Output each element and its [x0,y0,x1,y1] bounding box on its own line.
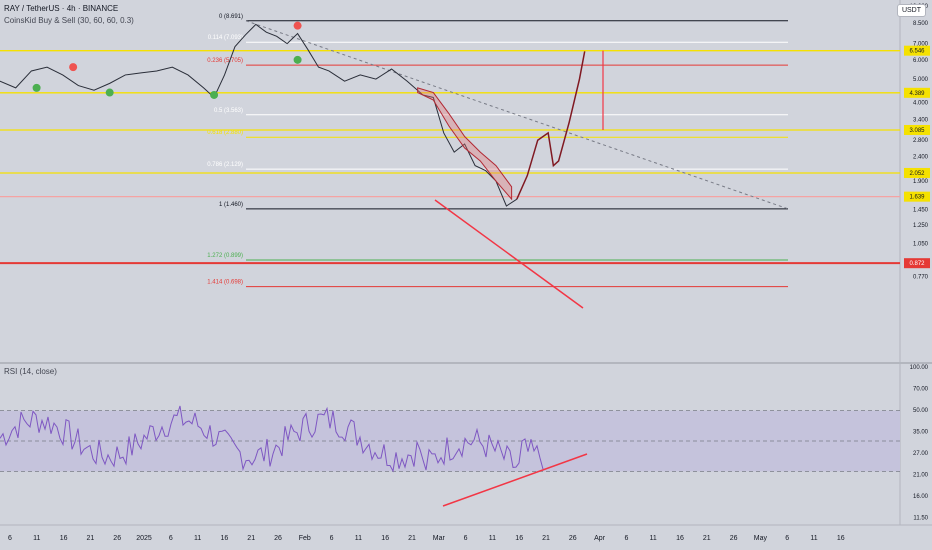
rsi-axis-label-7: 11.50 [913,516,928,522]
fib-label-4: 0.618 (2.880) [207,130,243,136]
time-axis-label-11: Feb [299,535,311,542]
time-axis-label-2: 16 [60,535,68,542]
price-flag-text-3: 2.052 [909,171,925,177]
price-axis-label-10: 1.450 [913,208,929,214]
rsi-axis-label-0: 100.00 [910,365,929,371]
time-axis-label-19: 16 [515,535,523,542]
signal-buy-3 [210,90,219,99]
fib-label-2: 0.236 (5.705) [207,58,243,64]
price-pane-bg [0,0,900,362]
signal-buy-0 [32,83,41,92]
rsi-axis-label-4: 27.00 [913,451,929,457]
price-axis-label-9: 1.900 [913,179,929,185]
time-axis-label-13: 11 [355,535,362,542]
price-axis: 10.0008.5007.0006.0005.0004.0003.4002.80… [904,4,930,522]
price-line [0,23,518,207]
price-axis-label-2: 7.000 [913,42,929,48]
time-axis-label-6: 6 [169,535,173,542]
price-axis-label-12: 1.050 [913,242,929,248]
price-flag-text-4: 1.639 [909,195,925,201]
time-axis-label-20: 21 [542,535,550,542]
fib-label-1: 0.114 (7.093) [208,35,243,41]
rsi-series [0,405,544,473]
fib-label-8: 1.414 (0.698) [207,280,243,286]
rsi-line [0,405,544,473]
fib-label-5: 0.786 (2.129) [207,162,243,168]
fib-label-3: 0.5 (3.563) [214,108,243,114]
time-axis-label-29: 6 [785,535,789,542]
time-axis-label-23: 6 [624,535,628,542]
time-axis-label-31: 16 [837,535,845,542]
time-axis-label-4: 26 [113,535,121,542]
rsi-axis-label-1: 70.00 [913,387,929,393]
signal-buy-2 [105,88,114,97]
time-axis-label-5: 2025 [136,535,152,542]
price-axis-label-3: 6.000 [913,58,929,64]
rsi-axis-label-2: 50.00 [913,408,929,414]
time-axis-label-10: 26 [274,535,282,542]
fib-label-0: 0 (8.691) [219,14,243,20]
time-axis-label-12: 6 [330,535,334,542]
price-flag-text-0: 6.546 [909,49,925,55]
time-axis-label-15: 21 [408,535,416,542]
price-axis-label-7: 2.800 [913,138,929,144]
time-axis-label-28: May [754,535,768,542]
time-axis-label-27: 26 [730,535,738,542]
signal-markers [32,21,302,99]
rsi-title: RSI (14, close) [4,367,57,376]
time-axis-label-9: 21 [247,535,255,542]
price-axis-label-1: 8.500 [913,21,929,27]
price-flag-2 [904,124,930,135]
price-axis-label-13: 0.770 [913,274,929,280]
time-axis-label-30: 11 [810,535,817,542]
time-axis-label-16: Mar [433,535,446,542]
signal-sell-1 [69,63,78,72]
drawings [0,20,900,507]
rsi-axis-label-5: 21.00 [913,473,929,479]
signal-sell-4 [293,21,302,30]
currency-badge[interactable]: USDT [896,4,926,17]
ma-band [417,87,513,201]
price-axis-label-8: 2.400 [913,154,929,160]
rsi-axis-label-3: 35.00 [913,430,929,436]
indicator-title: CoinsKid Buy & Sell (30, 60, 60, 0.3) [4,16,134,25]
time-axis-label-26: 21 [703,535,711,542]
time-axis-label-24: 11 [650,535,657,542]
price-flag-5 [904,258,930,269]
signal-buy-5 [293,55,302,64]
price-axis-label-6: 3.400 [913,118,929,124]
time-axis-label-25: 16 [676,535,684,542]
wedge-lower-line [434,199,584,309]
price-flag-1 [904,87,930,98]
price-axis-label-4: 5.000 [913,77,929,83]
time-axis-label-7: 11 [194,535,201,542]
time-axis-label-22: Apr [594,535,606,542]
price-flag-3 [904,167,930,178]
time-axis-label-8: 16 [221,535,229,542]
time-axis-label-3: 21 [87,535,95,542]
symbol-title: RAY / TetherUS · 4h · BINANCE [4,4,119,13]
price-axis-label-11: 1.250 [913,223,929,229]
price-flag-text-5: 0.872 [909,261,925,267]
price-flag-text-1: 4.389 [909,91,925,97]
time-axis-label-21: 26 [569,535,577,542]
price-flag-4 [904,191,930,202]
fib-label-6: 1 (1.460) [219,202,243,208]
time-axis-label-0: 6 [8,535,12,542]
time-axis-label-17: 6 [464,535,468,542]
price-series [0,23,586,207]
price-flag-text-2: 3.085 [909,128,925,134]
time-axis: 6 11 16 21 26 2025 6 11 16 21 26 Feb 6 11 16 21 Mar 6 11 16… [8,535,845,542]
time-axis-label-14: 16 [381,535,389,542]
price-axis-label-5: 4.000 [913,101,929,107]
fib-label-7: 1.272 (0.899) [207,253,243,259]
price-flag-0 [904,45,930,56]
horizontal-levels [0,50,900,265]
projection-path [516,51,586,200]
time-axis-label-18: 11 [489,535,496,542]
time-axis-label-1: 11 [33,535,40,542]
rsi-axis-label-6: 16.00 [913,494,929,500]
rsi-trendline [442,453,588,507]
